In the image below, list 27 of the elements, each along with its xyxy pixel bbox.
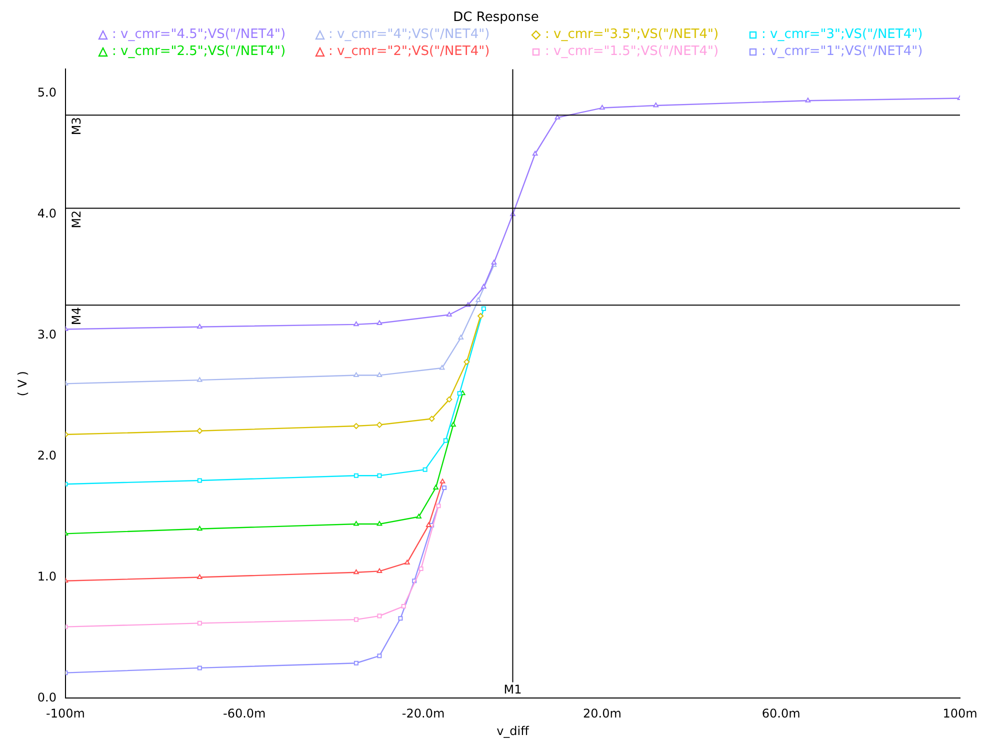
y-tick-label: 0.0 <box>37 690 56 704</box>
legend-label: : v_cmr="2";VS("/NET4") <box>328 44 490 59</box>
y-tick-label: 5.0 <box>37 86 56 100</box>
ref-line-label: M4 <box>70 307 84 326</box>
legend-label: : v_cmr="2.5";VS("/NET4") <box>112 44 286 59</box>
y-tick-label: 1.0 <box>37 569 56 584</box>
x-axis-title: v_diff <box>496 724 530 738</box>
y-tick-label: 4.0 <box>37 206 56 220</box>
ref-line-label: M3 <box>70 117 84 136</box>
ref-line-label: M1 <box>504 682 522 696</box>
legend-label: : v_cmr="3";VS("/NET4") <box>762 27 923 42</box>
legend-label: : v_cmr="4";VS("/NET4") <box>328 27 490 42</box>
x-tick-label: 60.0m <box>762 706 800 721</box>
y-tick-label: 2.0 <box>37 448 56 462</box>
chart-title: DC Response <box>452 9 540 25</box>
x-tick-label: -100m <box>46 706 85 721</box>
x-tick-label: -60.0m <box>223 706 266 721</box>
legend-label: : v_cmr="3.5";VS("/NET4") <box>545 27 719 42</box>
y-tick-label: 3.0 <box>37 327 56 342</box>
x-tick-label: -20.0m <box>402 706 445 721</box>
ref-line-label: M2 <box>70 210 84 228</box>
x-tick-label: 100m <box>942 706 978 721</box>
x-tick-label: 20.0m <box>582 706 622 721</box>
legend-label: : v_cmr="4.5";VS("/NET4") <box>112 27 286 42</box>
legend-label: : v_cmr="1.5";VS("/NET4") <box>545 44 719 59</box>
legend-label: : v_cmr="1";VS("/NET4") <box>762 44 923 59</box>
y-axis-title: ( V ) <box>15 371 30 396</box>
